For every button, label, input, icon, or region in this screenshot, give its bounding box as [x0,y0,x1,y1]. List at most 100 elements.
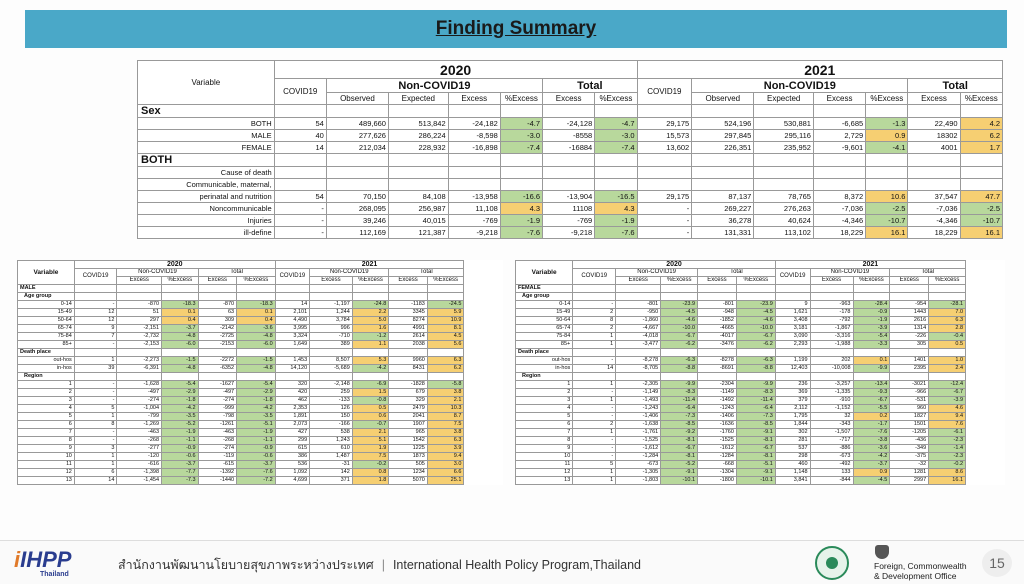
empty-cell [542,178,596,191]
table-row: 3- -274 -1.8 -274 -1.8 462 -133 -0.8 329 2.1 [17,396,503,405]
empty-cell [274,292,311,301]
data-cell: 1.9 [351,444,390,453]
table-row: 7 1 -1,761 -9.2 -1760 -9.1 302 -1,507 -7.6 -1205-… [514,428,1005,437]
data-cell: 63 [197,308,238,317]
data-cell: -5.8 [426,380,465,389]
data-cell: -11.4 [735,396,776,405]
row-label: 3 [514,396,574,405]
data-cell: -5.4 [236,380,276,389]
data-cell: -673 [615,460,662,469]
empty-cell [572,372,617,381]
data-cell: 8 [572,316,617,325]
empty-cell [928,284,967,293]
data-cell: -2272 [197,356,238,365]
empty-cell [426,292,465,301]
data-cell: -7.6 [594,226,638,239]
data-cell: 228,932 [387,141,449,154]
data-cell: 78,765 [753,190,814,203]
data-cell: 1,649 [274,340,311,349]
data-cell: -6.7 [735,332,776,341]
page-number: 15 [982,549,1012,577]
column-header: Excess [309,276,353,285]
data-cell: 379 [774,396,811,405]
data-cell: 4.3 [594,202,638,215]
data-cell: 16.1 [928,476,967,485]
data-cell: -5.5 [852,404,891,413]
data-cell: -1.5 [161,356,199,365]
empty-cell [594,153,638,167]
data-cell: -954 [889,300,930,309]
empty-cell [309,284,353,293]
data-cell: -4,346 [907,214,961,227]
data-cell: -9,218 [447,226,501,239]
fcdo-label: Foreign, Commonwealth & Development Offi… [874,561,967,581]
empty-cell [325,153,389,167]
data-cell: -1392 [197,468,238,477]
data-cell: 121,387 [387,226,449,239]
empty-cell [388,292,428,301]
data-cell: -10.0 [660,324,699,333]
data-cell: -1627 [197,380,238,389]
data-cell: -31 [309,460,353,469]
data-cell: -966 [889,388,930,397]
data-cell: 3,090 [774,332,811,341]
data-cell: 1,453 [274,356,311,365]
data-cell: -6.7 [735,444,776,453]
empty-cell [387,178,449,191]
row-label: Injuries [137,214,275,227]
data-cell: 1281 [889,468,930,477]
data-cell: -3.6 [852,444,891,453]
data-cell: 2041 [388,412,428,421]
empty-cell [572,284,617,293]
column-header: %Excess [426,276,465,285]
data-cell: 5 [73,404,118,413]
data-cell: 11,108 [447,202,501,215]
data-cell: -3.6 [236,324,276,333]
group-label: FEMALE [514,284,574,293]
data-cell: 1.1 [351,340,390,349]
table-row: in-hos 39 -6,391 -4.8 -6352 -4.8 14,120 -5,689-… [17,364,503,373]
data-cell: -9.1 [735,428,776,437]
data-cell: 8274 [388,316,428,325]
data-cell: -1852 [697,316,737,325]
table-row: 6 8 -1,269 -5.2 -1261 -5.1 2,073 -166 -0.7 1907 7.… [17,420,503,429]
data-cell: 36,278 [691,214,755,227]
data-cell: 51 [116,308,163,317]
data-cell: 513,842 [387,117,449,130]
data-cell: -1,284 [615,452,662,461]
data-cell: 1 [73,412,118,421]
data-cell: -4.7 [499,117,544,130]
data-cell: -9.1 [660,468,699,477]
data-cell: 298 [774,452,811,461]
year-header: 2020 [73,260,276,269]
table-row: 4 5 -1,004 -4.2 -999 -4.2 2,353 126 0.5 2479 10.3 [17,404,503,413]
data-cell: -1406 [697,412,737,421]
row-label: 65-74 [514,324,574,333]
data-cell: -6.4 [660,404,699,413]
data-cell: 1 [572,396,617,405]
data-cell: -717 [809,436,854,445]
data-cell: -4.2 [161,404,199,413]
data-cell: -9.3 [852,388,891,397]
empty-cell [116,292,163,301]
data-cell: -4.8 [161,332,199,341]
empty-cell [660,372,699,381]
table-row: 5- -1,406 -7.3 -1406 -7.3 1,795 32 0.2 1827 9.4 [514,412,1005,421]
column-header: %Excess [735,276,776,285]
data-cell: 133 [809,468,854,477]
data-cell: 6.3 [426,356,465,365]
data-cell: 7.0 [928,308,967,317]
empty-cell [812,178,867,191]
data-cell: 309 [197,316,238,325]
data-cell: 14 [572,364,617,373]
data-cell: 18,229 [812,226,867,239]
data-cell: 960 [889,404,930,413]
covid-header: COVID19 [73,268,118,285]
column-header: %Excess [660,276,699,285]
data-cell: 40,015 [387,214,449,227]
data-cell: 305 [889,340,930,349]
data-cell: 6.2 [426,364,465,373]
data-cell: -120 [116,452,163,461]
data-cell: 4001 [907,141,961,154]
data-cell: 8.7 [426,412,465,421]
